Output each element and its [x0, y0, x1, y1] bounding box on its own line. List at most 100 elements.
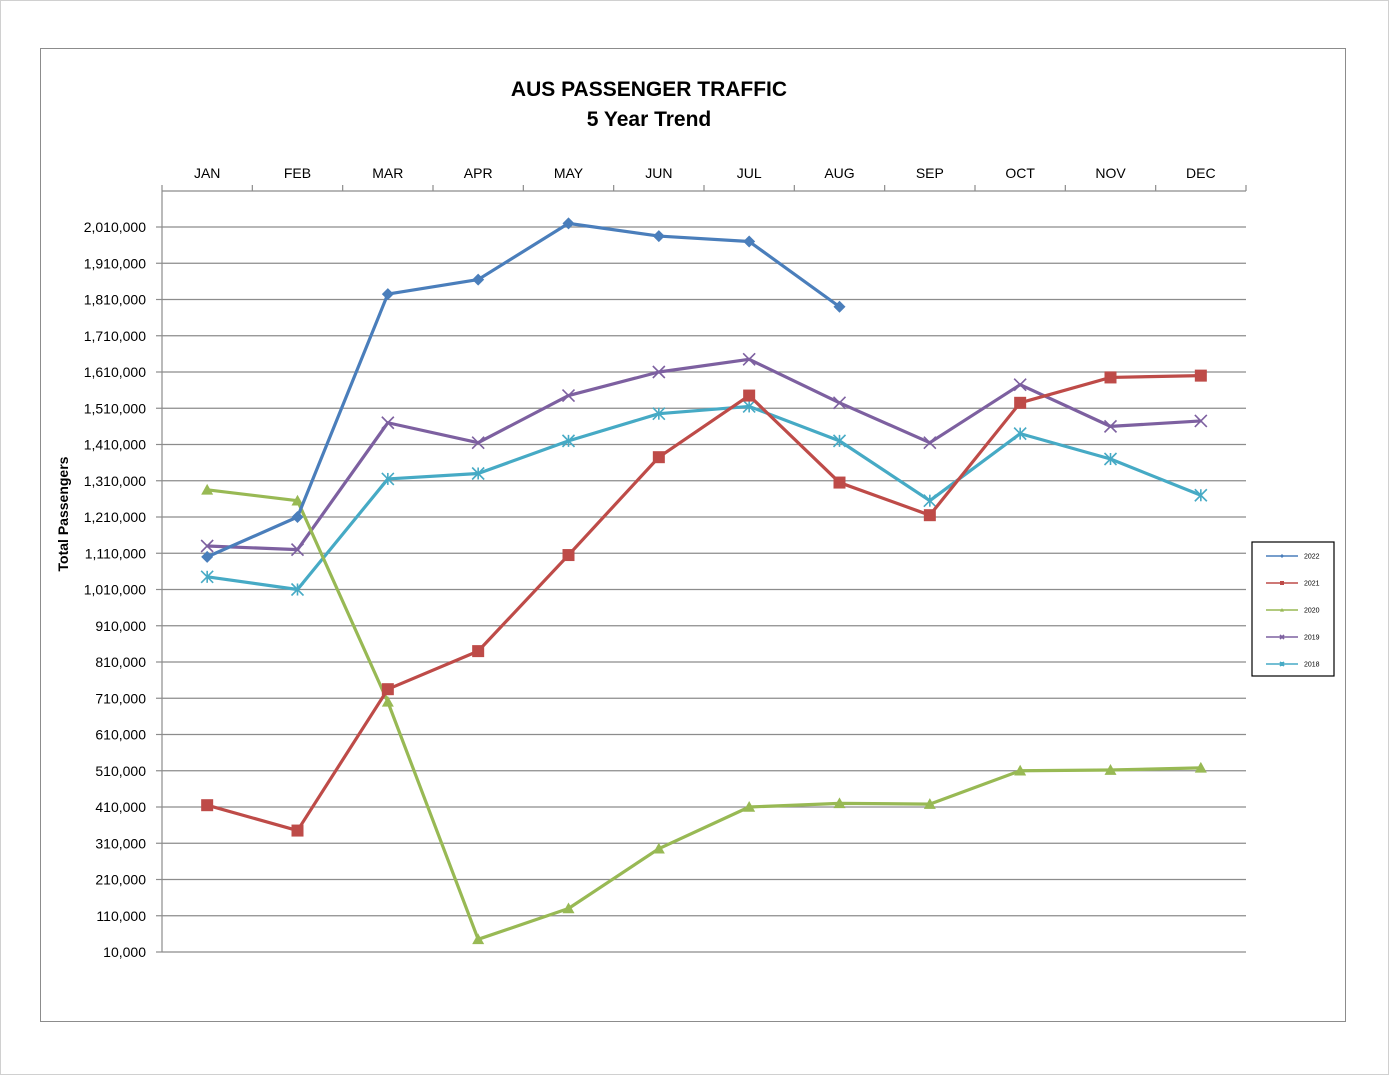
chart-title: AUS PASSENGER TRAFFIC — [510, 78, 788, 101]
data-point — [832, 396, 847, 410]
y-axis-label: Total Passengers — [55, 456, 71, 571]
legend-label: 2020 — [1304, 608, 1320, 615]
data-point — [562, 902, 575, 914]
y-tick-label: 1,610,000 — [84, 364, 146, 380]
data-point — [471, 466, 485, 481]
data-point — [472, 645, 485, 658]
data-point — [923, 798, 936, 809]
data-point-stroke — [1013, 378, 1027, 392]
legend-item-2021: 2021 — [1266, 581, 1320, 588]
data-point — [1104, 764, 1117, 775]
x-tick-label: JUL — [737, 165, 762, 181]
data-point — [291, 511, 304, 523]
y-tick-label: 310,000 — [95, 835, 146, 851]
x-tick-label: NOV — [1095, 165, 1126, 181]
data-point — [471, 436, 485, 450]
data-point — [472, 933, 485, 945]
data-point — [1104, 371, 1117, 384]
data-point-stroke — [742, 352, 756, 366]
data-point-stroke — [832, 396, 847, 410]
data-point — [381, 416, 395, 430]
y-tick-label: 1,310,000 — [84, 473, 146, 489]
data-point — [561, 388, 576, 403]
data-point — [1280, 608, 1284, 612]
data-point — [923, 436, 937, 450]
data-point — [743, 389, 756, 402]
data-point — [381, 472, 395, 486]
data-point — [923, 509, 936, 522]
series-line — [206, 488, 1201, 941]
data-point — [1279, 634, 1285, 640]
data-point — [742, 399, 756, 414]
legend-label: 2022 — [1304, 554, 1320, 561]
x-tick-label: JAN — [194, 165, 220, 181]
series-line — [206, 404, 1202, 592]
chart-subtitle: 5 Year Trend — [586, 108, 712, 131]
y-tick-label: 1,010,000 — [84, 582, 146, 598]
data-point — [200, 570, 214, 584]
series-2018 — [200, 399, 1208, 597]
legend-label: 2021 — [1304, 581, 1320, 588]
data-point — [201, 550, 214, 563]
y-tick-label: 1,710,000 — [84, 328, 146, 344]
data-point — [381, 683, 394, 696]
x-tick-label: OCT — [1005, 165, 1035, 181]
legend-item-2020: 2020 — [1266, 608, 1320, 615]
data-point-stroke — [1194, 414, 1208, 428]
y-tick-label: 1,810,000 — [84, 292, 146, 308]
data-point-stroke — [200, 539, 214, 553]
x-tick-label: DEC — [1186, 165, 1216, 181]
data-point-stroke — [471, 436, 485, 450]
data-point — [1280, 581, 1284, 585]
y-tick-label: 610,000 — [95, 727, 146, 743]
series-line — [206, 374, 1201, 833]
data-point — [201, 799, 214, 812]
data-point — [833, 300, 846, 313]
data-point — [652, 451, 665, 464]
series-2019 — [200, 352, 1208, 557]
data-point — [652, 407, 666, 421]
data-point — [833, 476, 846, 489]
legend-label: 2019 — [1304, 635, 1320, 642]
series-lines — [200, 217, 1208, 945]
series-2020 — [201, 483, 1207, 945]
data-point — [381, 695, 394, 707]
x-tick-label: JUN — [645, 165, 672, 181]
data-point — [1280, 554, 1284, 558]
data-point — [743, 801, 756, 812]
y-tick-label: 410,000 — [95, 799, 146, 815]
data-point-stroke — [923, 436, 937, 450]
data-point — [290, 582, 305, 597]
legend-item-2019: 2019 — [1266, 634, 1320, 642]
data-point — [923, 494, 937, 508]
data-point — [562, 217, 575, 230]
data-point — [1014, 396, 1027, 409]
y-tick-label: 1,510,000 — [84, 400, 146, 416]
y-tick-label: 110,000 — [96, 908, 146, 924]
data-point-stroke — [290, 543, 305, 557]
data-point-stroke — [1279, 634, 1285, 640]
data-point — [381, 288, 394, 301]
legend-item-2018: 2018 — [1266, 661, 1320, 669]
axes: 10,000 110,000 210,000 310,000 410,000 510,00… — [84, 165, 1247, 960]
data-point — [652, 365, 666, 379]
data-point — [562, 549, 575, 562]
y-tick-label: 1,910,000 — [84, 255, 146, 271]
y-tick-label: 710,000 — [95, 690, 146, 706]
data-point — [1279, 661, 1285, 667]
data-point — [1194, 761, 1207, 773]
y-tick-label: 2,010,000 — [84, 219, 146, 235]
data-point — [1103, 419, 1118, 433]
series-line — [206, 221, 841, 559]
data-point — [833, 797, 846, 809]
data-point — [200, 539, 214, 553]
x-tick-label: APR — [464, 165, 493, 181]
data-point — [652, 842, 665, 854]
y-tick-label: 910,000 — [95, 618, 146, 634]
y-tick-label: 10,000 — [103, 944, 146, 960]
x-tick-label: MAR — [372, 165, 403, 181]
data-point — [1013, 427, 1027, 441]
series-2021 — [201, 369, 1207, 837]
data-point — [1194, 369, 1207, 382]
